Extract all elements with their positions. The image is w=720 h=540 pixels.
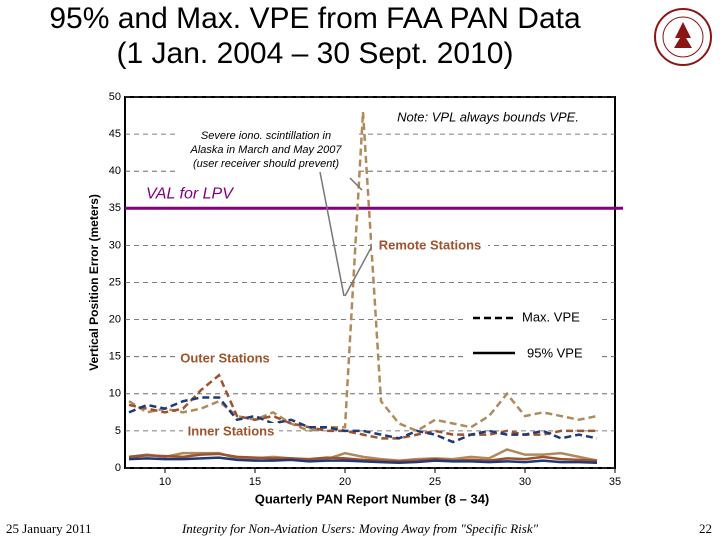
group-label-box — [372, 237, 488, 255]
y-tick-label: 50 — [109, 91, 121, 103]
logo — [654, 8, 712, 66]
x-axis-label: Quarterly PAN Report Number (8 – 34) — [255, 491, 490, 506]
y-tick-label: 5 — [115, 425, 121, 437]
y-tick-label: 25 — [109, 276, 121, 288]
legend-box — [463, 300, 602, 372]
group-label-box — [183, 423, 279, 441]
series-line — [128, 111, 598, 433]
chart-title: 95% and Max. VPE from FAA PAN Data — [49, 2, 581, 35]
y-tick-label: 20 — [109, 314, 121, 326]
group-label-box — [175, 350, 275, 368]
note: Note: VPL always bounds VPE. — [397, 109, 579, 124]
footer-caption: Integrity for Non-Aviation Users: Moving… — [181, 521, 539, 536]
x-tick-label: 10 — [159, 476, 171, 488]
iono-box — [176, 128, 356, 172]
y-tick-label: 10 — [109, 388, 121, 400]
iono-note: Alaska in March and May 2007 — [189, 144, 342, 156]
y-axis-label: Vertical Position Error (meters) — [87, 194, 101, 371]
y-tick-label: 40 — [109, 165, 121, 177]
x-tick-label: 15 — [249, 476, 261, 488]
page-number: 22 — [699, 521, 712, 536]
reference-label: VAL for LPV — [146, 186, 234, 203]
y-tick-label: 0 — [115, 462, 121, 474]
series-line — [128, 373, 597, 440]
footer-date: 25 January 2011 — [6, 521, 91, 536]
y-tick-label: 35 — [109, 202, 121, 214]
y-tick-label: 45 — [109, 128, 121, 140]
note-box — [373, 108, 603, 128]
x-tick-label: 25 — [429, 476, 441, 488]
chart: 0 5 10 15 20 25 30 35 40 45 50 10 15 20 25 30 35 Quarterl… — [87, 91, 623, 506]
series-line — [128, 452, 598, 463]
x-tick-label: 20 — [339, 476, 351, 488]
group-label: Outer Stations — [180, 350, 270, 365]
iono-note: Severe iono. scintillation in — [201, 130, 331, 142]
x-tick-label: 30 — [519, 476, 531, 488]
group-label: Remote Stations — [379, 237, 482, 252]
group-label: Inner Stations — [188, 423, 275, 438]
arrow — [344, 245, 373, 297]
arrow — [349, 177, 363, 191]
chart-subtitle: (1 Jan. 2004 – 30 Sept. 2010) — [117, 37, 514, 70]
y-tick-label: 30 — [109, 239, 121, 251]
series-line — [128, 456, 598, 465]
series-line — [128, 396, 598, 444]
legend-label: 95% VPE — [527, 345, 583, 360]
x-tick-label: 35 — [609, 476, 621, 488]
arrow — [319, 171, 345, 297]
iono-note: (user receiver should prevent) — [193, 158, 339, 170]
legend-label: Max. VPE — [522, 309, 580, 324]
y-tick-label: 15 — [109, 351, 121, 363]
